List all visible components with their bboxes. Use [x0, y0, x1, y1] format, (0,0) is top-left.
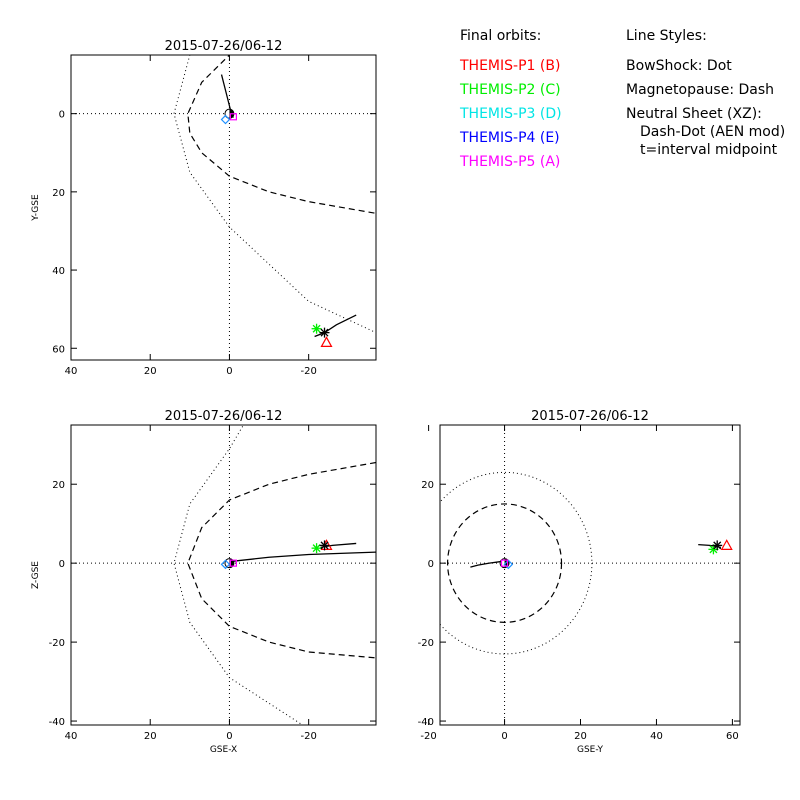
x-tick-label: 40 — [650, 731, 663, 742]
panel-yz-plot: 2015-07-26/06-12 -20 0 20 40 60 20 0 -20 -40 GSE-Y — [418, 409, 741, 755]
legend-style-dash-dot: Dash-Dot (AEN mod) — [640, 124, 785, 140]
neutral-sheet-curve — [233, 551, 376, 562]
y-tick-label: 0 — [59, 559, 65, 570]
legend-orbits-title: Final orbits: — [460, 28, 541, 44]
y-tick-label: 20 — [52, 188, 65, 199]
x-tick-label: 20 — [144, 366, 157, 377]
y-tick-label: 20 — [421, 480, 434, 491]
bowshock-curve — [440, 471, 593, 655]
x-tick-label: -20 — [300, 731, 316, 742]
marker-final — [712, 540, 723, 551]
marker-p5 — [229, 113, 238, 121]
legend-styles-title: Line Styles: — [626, 28, 707, 44]
panel-title: 2015-07-26/06-12 — [531, 409, 649, 424]
y-axis-label: Z-GSE — [31, 561, 41, 589]
y-axis-label: Y-GSE — [31, 194, 41, 222]
x-tick-label: 0 — [226, 366, 232, 377]
marker-p5 — [500, 559, 509, 567]
legend-style-midpoint: t=interval midpoint — [640, 142, 778, 158]
x-tick-label: 20 — [574, 731, 587, 742]
plot-frame — [70, 54, 377, 361]
y-tick-label: 60 — [52, 344, 65, 355]
x-tick-label: -20 — [300, 366, 316, 377]
magnetopause-curve — [187, 55, 376, 214]
marker-p3 — [220, 559, 231, 570]
x-tick-label: 0 — [226, 731, 232, 742]
marker-final — [319, 327, 330, 338]
marker-p1 — [720, 539, 733, 550]
marker-p3 — [220, 114, 231, 125]
x-tick-label: 60 — [726, 731, 739, 742]
x-tick-label: 0 — [501, 731, 507, 742]
x-tick-label: -20 — [420, 731, 436, 742]
y-tick-label: -40 — [418, 717, 434, 728]
spacecraft-track-curve — [314, 314, 357, 338]
panel-xz-plot: 2015-07-26/06-12 40 20 0 -20 20 0 -20 -40 GSE-X Z-… — [31, 409, 377, 755]
panel-title: 2015-07-26/06-12 — [165, 39, 283, 54]
legend-style-bowshock: BowShock: Dot — [626, 58, 732, 74]
magnetopause-curve — [446, 503, 563, 623]
legend-orbit-p4: THEMIS-P4 (E) — [459, 130, 560, 146]
magnetopause-curve — [187, 461, 376, 659]
marker-p3 — [503, 559, 514, 570]
marker-p2 — [311, 323, 322, 334]
marker-p5 — [229, 559, 238, 567]
marker-p2 — [311, 543, 322, 554]
y-tick-label: -20 — [49, 638, 65, 649]
plot-frame — [439, 424, 741, 726]
y-tick-label: 20 — [52, 480, 65, 491]
x-axis-label: GSE-X — [210, 745, 237, 755]
y-tick-label: -20 — [418, 638, 434, 649]
x-axis-label: GSE-Y — [577, 745, 604, 755]
marker-p1 — [320, 336, 333, 348]
legend-orbit-p3: THEMIS-P3 (D) — [459, 106, 562, 122]
y-tick-label: 0 — [428, 559, 434, 570]
panel-title: 2015-07-26/06-12 — [165, 409, 283, 424]
x-tick-label: 40 — [65, 731, 78, 742]
legend-orbit-p5: THEMIS-P5 (A) — [459, 154, 560, 170]
legend-style-neutral-sheet: Neutral Sheet (XZ): — [626, 106, 762, 122]
legend-orbit-p2: THEMIS-P2 (C) — [459, 82, 561, 98]
bowshock-curve — [173, 425, 304, 725]
marker-final — [319, 540, 330, 551]
x-tick-label: 20 — [144, 731, 157, 742]
x-tick-label: 40 — [65, 366, 78, 377]
legend: Final orbits: THEMIS-P1 (B) THEMIS-P2 (C… — [459, 28, 785, 170]
y-tick-label: -40 — [49, 717, 65, 728]
plot-frame — [70, 424, 377, 726]
legend-style-magnetopause: Magnetopause: Dash — [626, 82, 774, 98]
y-tick-label: 0 — [59, 110, 65, 121]
legend-orbit-p1: THEMIS-P1 (B) — [459, 58, 560, 74]
y-tick-label: 40 — [52, 266, 65, 277]
